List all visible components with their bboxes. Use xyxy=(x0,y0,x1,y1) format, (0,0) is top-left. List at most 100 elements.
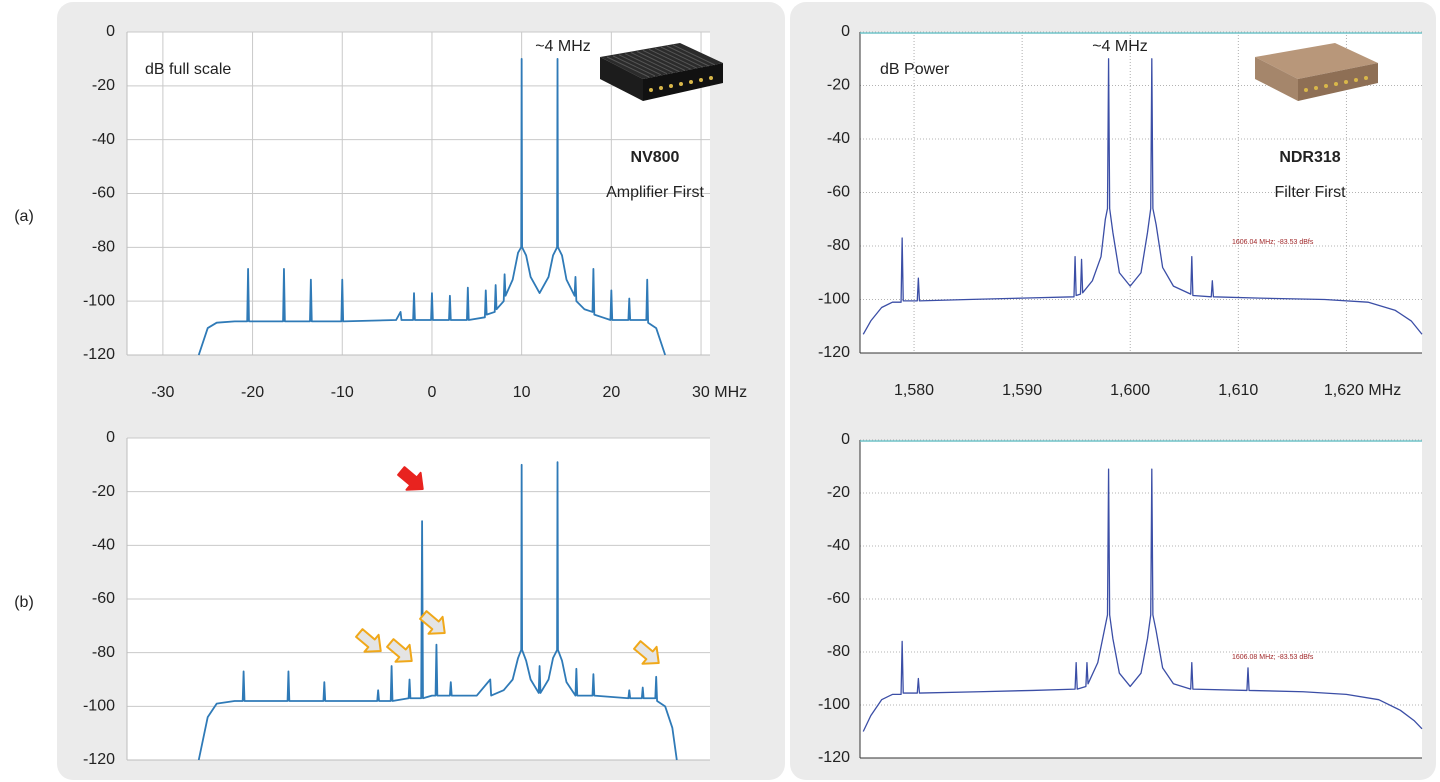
heatsink-fin xyxy=(642,49,686,71)
connector xyxy=(689,80,693,84)
x-tick-label: 0 xyxy=(428,384,437,401)
heatsink-fin xyxy=(654,47,698,69)
x-tick-label: -30 xyxy=(151,384,174,401)
y-tick-label: -40 xyxy=(827,537,850,554)
connector xyxy=(1364,76,1368,80)
chart: 0 -20 -40 -60 -80 -100 -120 1606.08 MHz; -83.53… xyxy=(818,431,1423,766)
heatsink-fin xyxy=(618,54,662,76)
connector xyxy=(659,86,663,90)
chart: 0-20-40-60-80-100-120-30 -20 -10 0 10 20 30 MH… xyxy=(83,23,747,401)
spur-arrow-shape xyxy=(633,640,660,665)
heatsink-fin xyxy=(606,56,650,78)
highlight-arrow-shape xyxy=(397,466,424,491)
y-tick-label: -120 xyxy=(818,749,850,766)
y-tick-label: -80 xyxy=(92,239,115,256)
y-tick-label: -40 xyxy=(92,537,115,554)
x-tick-label: 1,590 xyxy=(1002,382,1042,399)
chart: 0 -20 -40 -60 -80 -100 -120 xyxy=(83,429,710,768)
y-tick-label: -20 xyxy=(92,77,115,94)
y-tick-label: 0 xyxy=(106,429,115,446)
y-tick-label: -120 xyxy=(818,344,850,361)
device-image xyxy=(1255,43,1378,101)
device-top xyxy=(1255,43,1378,79)
connector xyxy=(679,82,683,86)
highlight-arrow xyxy=(397,466,424,491)
y-tick-label: -80 xyxy=(92,644,115,661)
heatsink-fin xyxy=(648,48,692,70)
y-tick-label: -60 xyxy=(92,590,115,607)
x-tick-label: 1,620 MHz xyxy=(1324,382,1401,399)
connector xyxy=(649,88,653,92)
y-unit-label: dB full scale xyxy=(145,61,231,78)
connector xyxy=(1324,84,1328,88)
spur-arrow xyxy=(633,640,660,665)
x-tick-label: 20 xyxy=(602,384,620,401)
y-tick-label: -40 xyxy=(827,130,850,147)
device-description: Amplifier First xyxy=(606,184,704,201)
x-tick-label: -20 xyxy=(241,384,264,401)
connector xyxy=(1334,82,1338,86)
annotation: ~4 MHz xyxy=(535,38,591,55)
device-front xyxy=(600,57,643,101)
spur-arrow xyxy=(419,610,446,635)
device-name: NDR318 xyxy=(1279,149,1340,166)
device-top xyxy=(600,43,723,79)
y-unit-label: dB Power xyxy=(880,61,950,78)
y-tick-label: -100 xyxy=(818,696,850,713)
heatsink-fin xyxy=(612,55,656,77)
spur-arrow-shape xyxy=(355,628,382,653)
spur-arrow-shape xyxy=(386,638,413,663)
annotation: ~4 MHz xyxy=(1092,38,1148,55)
heatsink-fin xyxy=(636,51,680,72)
y-tick-label: -100 xyxy=(83,698,115,715)
device-image xyxy=(600,43,723,101)
y-tick-label: -20 xyxy=(827,77,850,94)
spectrum-line xyxy=(197,461,678,761)
heatsink-fin xyxy=(624,53,668,75)
y-tick-label: -20 xyxy=(92,483,115,500)
device-side xyxy=(643,63,723,101)
y-tick-label: 0 xyxy=(841,23,850,40)
spectrum-line xyxy=(862,468,1423,732)
device-side xyxy=(1298,63,1378,101)
x-tick-label: -10 xyxy=(331,384,354,401)
device-description: Filter First xyxy=(1274,184,1346,201)
y-tick-label: -80 xyxy=(827,643,850,660)
marker-readout: 1606.08 MHz; -83.53 dBfs xyxy=(1232,654,1314,661)
device-name: NV800 xyxy=(631,149,680,166)
y-tick-label: -60 xyxy=(827,184,850,201)
y-tick-label: -100 xyxy=(818,291,850,308)
y-tick-label: -120 xyxy=(83,751,115,768)
spectrum-line xyxy=(197,58,667,356)
x-tick-label: 1,580 xyxy=(894,382,934,399)
heatsink-fin xyxy=(672,44,716,66)
y-tick-label: 0 xyxy=(841,431,850,448)
x-tick-label: 10 xyxy=(513,384,531,401)
spur-arrow xyxy=(355,628,382,653)
connector xyxy=(699,78,703,82)
heatsink-fin xyxy=(666,45,710,67)
row-label: (a) xyxy=(14,208,34,225)
y-tick-label: -20 xyxy=(827,484,850,501)
y-tick-label: -120 xyxy=(83,346,115,363)
y-tick-label: -80 xyxy=(827,237,850,254)
connector xyxy=(1314,86,1318,90)
spur-arrow xyxy=(386,638,413,663)
y-tick-label: 0 xyxy=(106,23,115,40)
heatsink-fin xyxy=(630,52,674,74)
heatsink-fin xyxy=(660,46,704,68)
x-tick-label: 1,600 xyxy=(1110,382,1150,399)
spur-arrow-shape xyxy=(419,610,446,635)
spectrum-line xyxy=(862,58,1423,335)
chart: 0 -20 -40 -60 -80 -100 -120 1,580 1,590 1,600 1,61… xyxy=(818,23,1423,399)
x-tick-label: 1,610 xyxy=(1218,382,1258,399)
connector xyxy=(709,76,713,80)
connector xyxy=(1354,78,1358,82)
y-tick-label: -60 xyxy=(92,185,115,202)
x-tick-label: 30 MHz xyxy=(692,384,747,401)
connector xyxy=(1304,88,1308,92)
connector xyxy=(1344,80,1348,84)
row-label: (b) xyxy=(14,594,34,611)
